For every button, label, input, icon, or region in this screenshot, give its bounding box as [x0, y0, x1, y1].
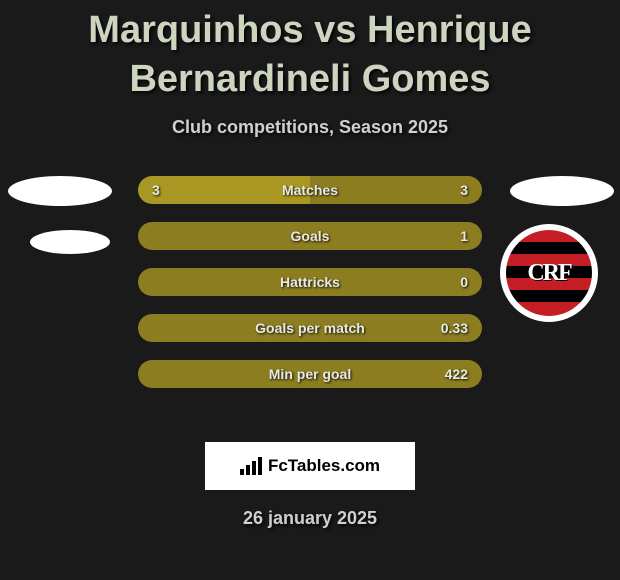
stat-row: Goals per match 0.33: [138, 314, 482, 342]
stat-bars: 3 Matches 3 Goals 1 Hattricks 0 Goals per match…: [138, 176, 482, 388]
stat-overlay: Goals per match 0.33: [138, 314, 482, 342]
stat-row: Goals 1: [138, 222, 482, 250]
stat-overlay: Min per goal 422: [138, 360, 482, 388]
stat-value-right: 3: [460, 182, 468, 198]
comparison-title: Marquinhos vs Henrique Bernardineli Gome…: [0, 0, 620, 103]
stat-value-right: 422: [445, 366, 468, 382]
stat-row: Hattricks 0: [138, 268, 482, 296]
stat-value-right: 0: [460, 274, 468, 290]
stat-value-right: 1: [460, 228, 468, 244]
club-badge-monogram: CRF: [506, 230, 592, 316]
stat-label: Goals per match: [255, 320, 365, 336]
stat-label: Matches: [282, 182, 338, 198]
stat-row: 3 Matches 3: [138, 176, 482, 204]
club-badge-stripes: CRF: [506, 230, 592, 316]
stat-value-right: 0.33: [441, 320, 468, 336]
bar-chart-icon: [240, 457, 262, 475]
stat-overlay: Hattricks 0: [138, 268, 482, 296]
date-line: 26 january 2025: [0, 508, 620, 529]
brand-text: FcTables.com: [268, 456, 380, 476]
brand-box: FcTables.com: [205, 442, 415, 490]
stat-label: Goals: [291, 228, 330, 244]
comparison-subtitle: Club competitions, Season 2025: [0, 117, 620, 138]
stat-label: Min per goal: [269, 366, 351, 382]
stat-overlay: 3 Matches 3: [138, 176, 482, 204]
stat-value-left: 3: [152, 182, 160, 198]
stat-label: Hattricks: [280, 274, 340, 290]
club-badge: CRF: [500, 224, 598, 322]
stat-row: Min per goal 422: [138, 360, 482, 388]
stat-overlay: Goals 1: [138, 222, 482, 250]
